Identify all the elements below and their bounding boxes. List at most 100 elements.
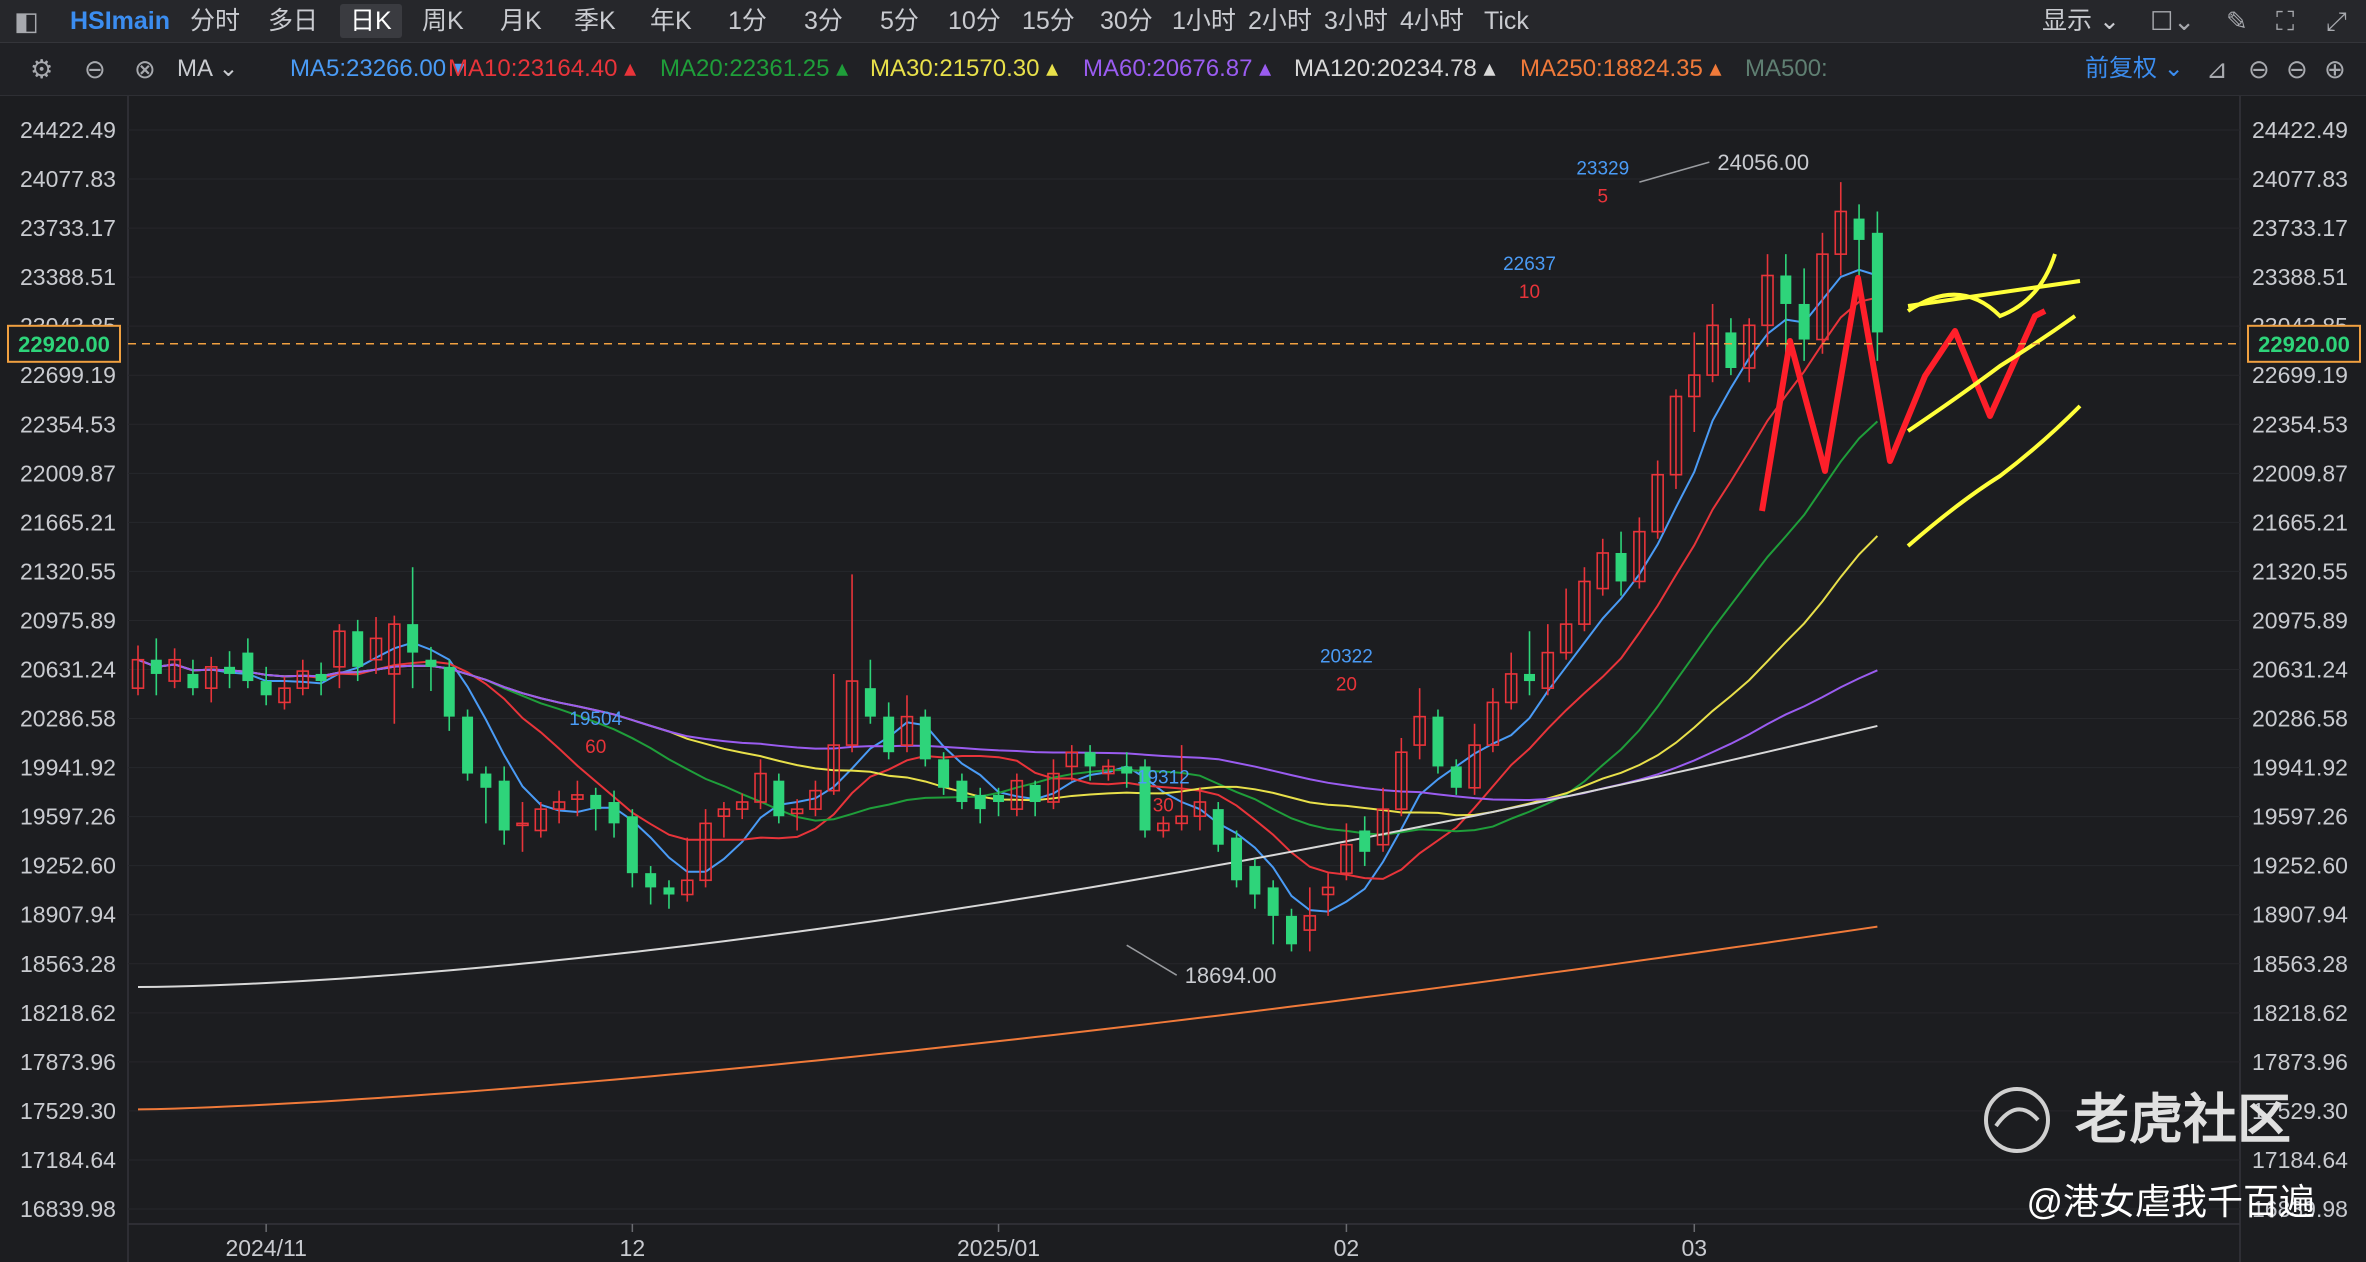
y-tick-right: 22699.19 (2252, 362, 2348, 388)
candle-body-down (993, 794, 1005, 803)
candle-body-down (1432, 716, 1444, 767)
x-tick-label: 2025/01 (957, 1235, 1040, 1261)
candle-body-down (956, 780, 968, 803)
y-tick-right: 16839.98 (2252, 1196, 2348, 1222)
candle-body-up (717, 808, 731, 818)
period-tab-3[interactable]: 周K (422, 7, 464, 35)
period-tab-6[interactable]: 年K (650, 7, 692, 35)
grid-lines (127, 96, 2241, 1262)
settings-gear-icon[interactable]: ⚙ (30, 54, 54, 84)
candle-body-up (1102, 765, 1115, 775)
candle-body-down (315, 673, 327, 682)
candle-body-down (663, 887, 675, 895)
period-tab-7[interactable]: 1分 (728, 7, 767, 35)
candle-body-up (1687, 374, 1701, 398)
period-tab-15[interactable]: 3小时 (1324, 7, 1388, 35)
y-tick-right: 22009.87 (2252, 460, 2348, 486)
candle-body-down (242, 652, 254, 682)
period-tab-1[interactable]: 多日 (268, 7, 319, 35)
ma-marker-period: 20 (1336, 675, 1357, 696)
period-tab-5[interactable]: 季K (574, 7, 616, 35)
candle-body-up (131, 658, 145, 689)
y-tick-right: 18218.62 (2252, 1000, 2348, 1026)
period-tab-0[interactable]: 分时 (190, 7, 241, 35)
candle-body-up (1559, 623, 1573, 654)
zoom-in-icon[interactable]: ⊕ (2324, 54, 2346, 84)
symbol-label[interactable]: HSImain (70, 7, 171, 35)
y-tick-left: 20631.24 (20, 656, 116, 682)
period-tab-13[interactable]: 1小时 (1172, 7, 1236, 35)
candle-body-down (443, 666, 455, 717)
user-drawings (1759, 253, 2082, 548)
candle-body-up (278, 687, 291, 704)
ma-legend-4[interactable]: MA60:20676.87 ▴ (1083, 55, 1272, 82)
period-tab-12[interactable]: 30分 (1100, 7, 1153, 35)
chart-type-icon[interactable]: ⊿ (2206, 54, 2228, 84)
period-tab-2[interactable]: 日K (340, 4, 402, 38)
y-tick-right: 20975.89 (2252, 607, 2348, 633)
annotations: 24056.00 18694.00 19504 60 19312 30 20322 20 226… (569, 150, 1809, 988)
ma-legend-1[interactable]: MA10:23164.40 ▴ (448, 55, 637, 82)
ma5-line (137, 268, 1878, 913)
candlestick-chart[interactable]: 24422.4924077.8323733.1723388.5123043.85… (0, 96, 2366, 1262)
candle-body-down (1231, 837, 1243, 881)
candle-body-down (645, 873, 657, 888)
y-tick-right: 17529.30 (2252, 1098, 2348, 1124)
y-tick-right: 22354.53 (2252, 411, 2348, 437)
ma-legend-7[interactable]: MA500: (1745, 55, 1828, 82)
y-tick-right: 18563.28 (2252, 951, 2348, 977)
y-tick-left: 23388.51 (20, 264, 116, 290)
period-tab-9[interactable]: 5分 (880, 7, 919, 35)
ma-legend-6[interactable]: MA250:18824.35 ▴ (1520, 55, 1722, 82)
candle-body-up (1761, 274, 1774, 327)
y-tick-right: 21320.55 (2252, 558, 2348, 584)
candle-body-down (407, 624, 419, 653)
candle-body-down (1725, 332, 1737, 368)
expand-icon[interactable]: ⤢ (2326, 6, 2347, 36)
period-tab-10[interactable]: 10分 (948, 7, 1001, 35)
candle-body-up (1669, 395, 1683, 476)
adjust-menu[interactable]: 前复权 ⌄ (2085, 55, 2184, 82)
collapse-icon[interactable]: ⊖ (84, 54, 106, 84)
close-indicator-icon[interactable]: ⊗ (134, 54, 156, 84)
zoom-out-icon[interactable]: ⊖ (2248, 54, 2270, 84)
ma-legend-2[interactable]: MA20:22361.25 ▴ (660, 55, 849, 82)
y-tick-left: 18907.94 (20, 902, 116, 928)
sidebar-toggle-icon[interactable]: ◧ (14, 6, 39, 36)
candle-body-up (552, 801, 566, 810)
candle-body-down (1029, 784, 1041, 803)
candle-body-up (1742, 324, 1756, 369)
x-tick-label: 02 (1334, 1235, 1360, 1261)
annotation-label: 18694.00 (1185, 963, 1277, 988)
price-tag-right-box (2247, 324, 2361, 363)
candle-body-up (1578, 580, 1591, 625)
y-tick-right: 20286.58 (2252, 706, 2348, 732)
layout-icon[interactable]: ☐⌄ (2150, 6, 2196, 36)
zoom-out-2-icon[interactable]: ⊖ (2286, 54, 2308, 84)
candle-body-up (369, 637, 383, 661)
period-tab-8[interactable]: 3分 (804, 7, 843, 35)
candle-body-down (187, 673, 199, 689)
y-tick-right: 19252.60 (2252, 853, 2348, 879)
y-tick-left: 22009.87 (20, 460, 116, 486)
candle-body-down (626, 816, 638, 874)
candle-body-down (1084, 752, 1096, 767)
ma-legend-0[interactable]: MA5:23266.00 ▾ (290, 55, 465, 82)
candle-body-up (1175, 815, 1188, 825)
ma-legend-5[interactable]: MA120:20234.78 ▴ (1294, 55, 1496, 82)
tiger-logo-icon (1984, 1087, 2050, 1153)
candle-body-up (1633, 530, 1646, 583)
ma-legend-3[interactable]: MA30:21570.30 ▴ (870, 55, 1059, 82)
fullscreen-icon[interactable]: ⛶ (2276, 6, 2295, 36)
candle-body-up (1816, 253, 1829, 341)
period-tab-4[interactable]: 月K (500, 7, 542, 35)
candle-body-up (296, 670, 310, 689)
draw-pen-icon[interactable]: ✎ (2226, 6, 2248, 36)
period-tab-17[interactable]: Tick (1484, 7, 1529, 35)
indicator-type[interactable]: MA ⌄ (177, 55, 239, 82)
period-tab-14[interactable]: 2小时 (1248, 7, 1312, 35)
display-menu[interactable]: 显示 ⌄ (2042, 7, 2120, 35)
x-tick-label: 12 (620, 1235, 646, 1261)
period-tab-11[interactable]: 15分 (1022, 7, 1075, 35)
period-tab-16[interactable]: 4小时 (1400, 7, 1464, 35)
